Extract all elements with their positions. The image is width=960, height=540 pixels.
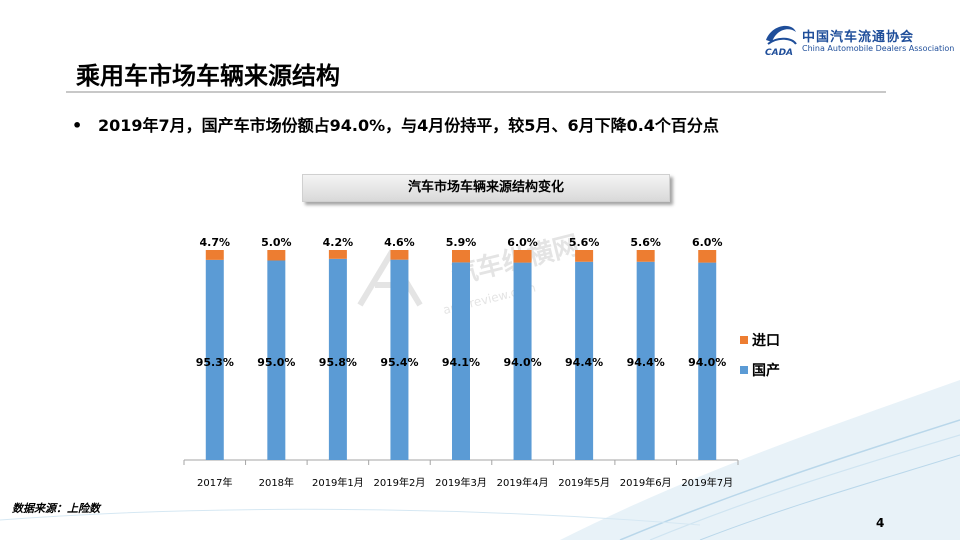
legend-label: 国产 [752,362,780,379]
bar-import [636,250,655,262]
x-tick-label: 2019年2月 [374,476,426,489]
cada-logo: CADA 中国汽车流通协会 China Automobile Dealers A… [762,18,954,64]
bar-import [575,250,594,262]
x-tick-label: 2019年7月 [681,476,733,489]
summary-bullet: • 2019年7月，国产车市场份额占94.0%，与4月份持平，较5月、6月下降0.… [72,112,719,136]
data-label-import: 4.6% [384,236,415,249]
chart-title: 汽车市场车辆来源结构变化 [302,174,670,202]
page-title: 乘用车市场车辆来源结构 [76,62,340,90]
x-tick-label: 2019年3月 [435,476,487,489]
logo-name-cn: 中国汽车流通协会 [802,30,915,45]
bar-domestic [698,262,717,460]
data-label-domestic: 95.4% [380,356,418,369]
title-divider [66,91,886,93]
bar-domestic [328,258,347,460]
legend-swatch [740,336,748,344]
logo-name-en: China Automobile Dealers Association [802,44,955,53]
data-label-import: 6.0% [692,236,723,249]
bar-domestic [205,259,224,460]
logo-mark-text: CADA [765,48,793,58]
bullet-dot-icon: • [72,116,83,135]
data-label-domestic: 94.4% [627,356,665,369]
x-tick-label: 2019年6月 [620,476,672,489]
x-tick-label: 2018年 [259,476,294,489]
bar-import [267,250,286,261]
x-tick-label: 2019年4月 [497,476,549,489]
data-label-domestic: 94.0% [688,356,726,369]
data-label-domestic: 94.4% [565,356,603,369]
cada-logo-icon: CADA [765,25,797,58]
data-label-import: 4.7% [200,236,231,249]
legend-label: 进口 [752,333,780,349]
data-label-import: 6.0% [507,236,538,249]
data-label-domestic: 95.3% [196,356,234,369]
bar-domestic [575,261,594,460]
data-label-import: 4.2% [323,236,354,249]
bar-import [513,250,532,263]
legend-swatch [740,366,748,374]
bar-import [328,250,347,259]
bar-domestic [267,260,286,460]
bar-import [390,250,409,260]
data-label-domestic: 95.8% [319,356,357,369]
x-tick-label: 2019年1月 [312,476,364,489]
data-label-import: 5.0% [261,236,292,249]
bar-import [698,250,717,263]
bar-import [205,250,224,260]
data-label-import: 5.6% [569,236,600,249]
bar-domestic [636,261,655,460]
data-label-domestic: 94.0% [503,356,541,369]
data-label-import: 5.6% [630,236,661,249]
bar-domestic [390,259,409,460]
x-tick-label: 2019年5月 [558,476,610,489]
bar-import [452,250,470,263]
page-number: 4 [876,516,885,530]
summary-text: 2019年7月，国产车市场份额占94.0%，与4月份持平，较5月、6月下降0.4… [98,116,719,135]
bar-domestic [452,262,470,460]
data-label-domestic: 95.0% [257,356,295,369]
x-tick-label: 2017年 [197,476,232,489]
bar-domestic [513,262,532,460]
data-label-domestic: 94.1% [442,356,480,369]
data-source: 数据来源：上险数 [12,502,100,515]
data-label-import: 5.9% [446,236,477,249]
